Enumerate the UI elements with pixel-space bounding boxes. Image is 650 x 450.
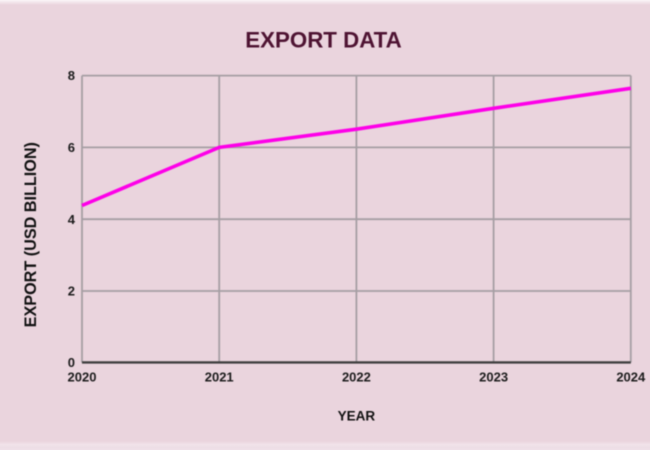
svg-text:2: 2 [68,284,75,299]
svg-text:2023: 2023 [479,369,508,384]
svg-text:2022: 2022 [342,369,371,384]
svg-text:6: 6 [68,140,75,155]
svg-text:8: 8 [68,68,75,83]
svg-text:EXPORT (USD BILLION): EXPORT (USD BILLION) [22,142,40,327]
svg-text:2024: 2024 [616,369,646,384]
svg-text:2021: 2021 [205,369,234,384]
svg-text:EXPORT DATA: EXPORT DATA [245,28,402,53]
svg-text:4: 4 [68,212,76,227]
svg-text:0: 0 [68,355,75,370]
svg-text:2020: 2020 [68,369,97,384]
svg-text:YEAR: YEAR [338,409,376,424]
